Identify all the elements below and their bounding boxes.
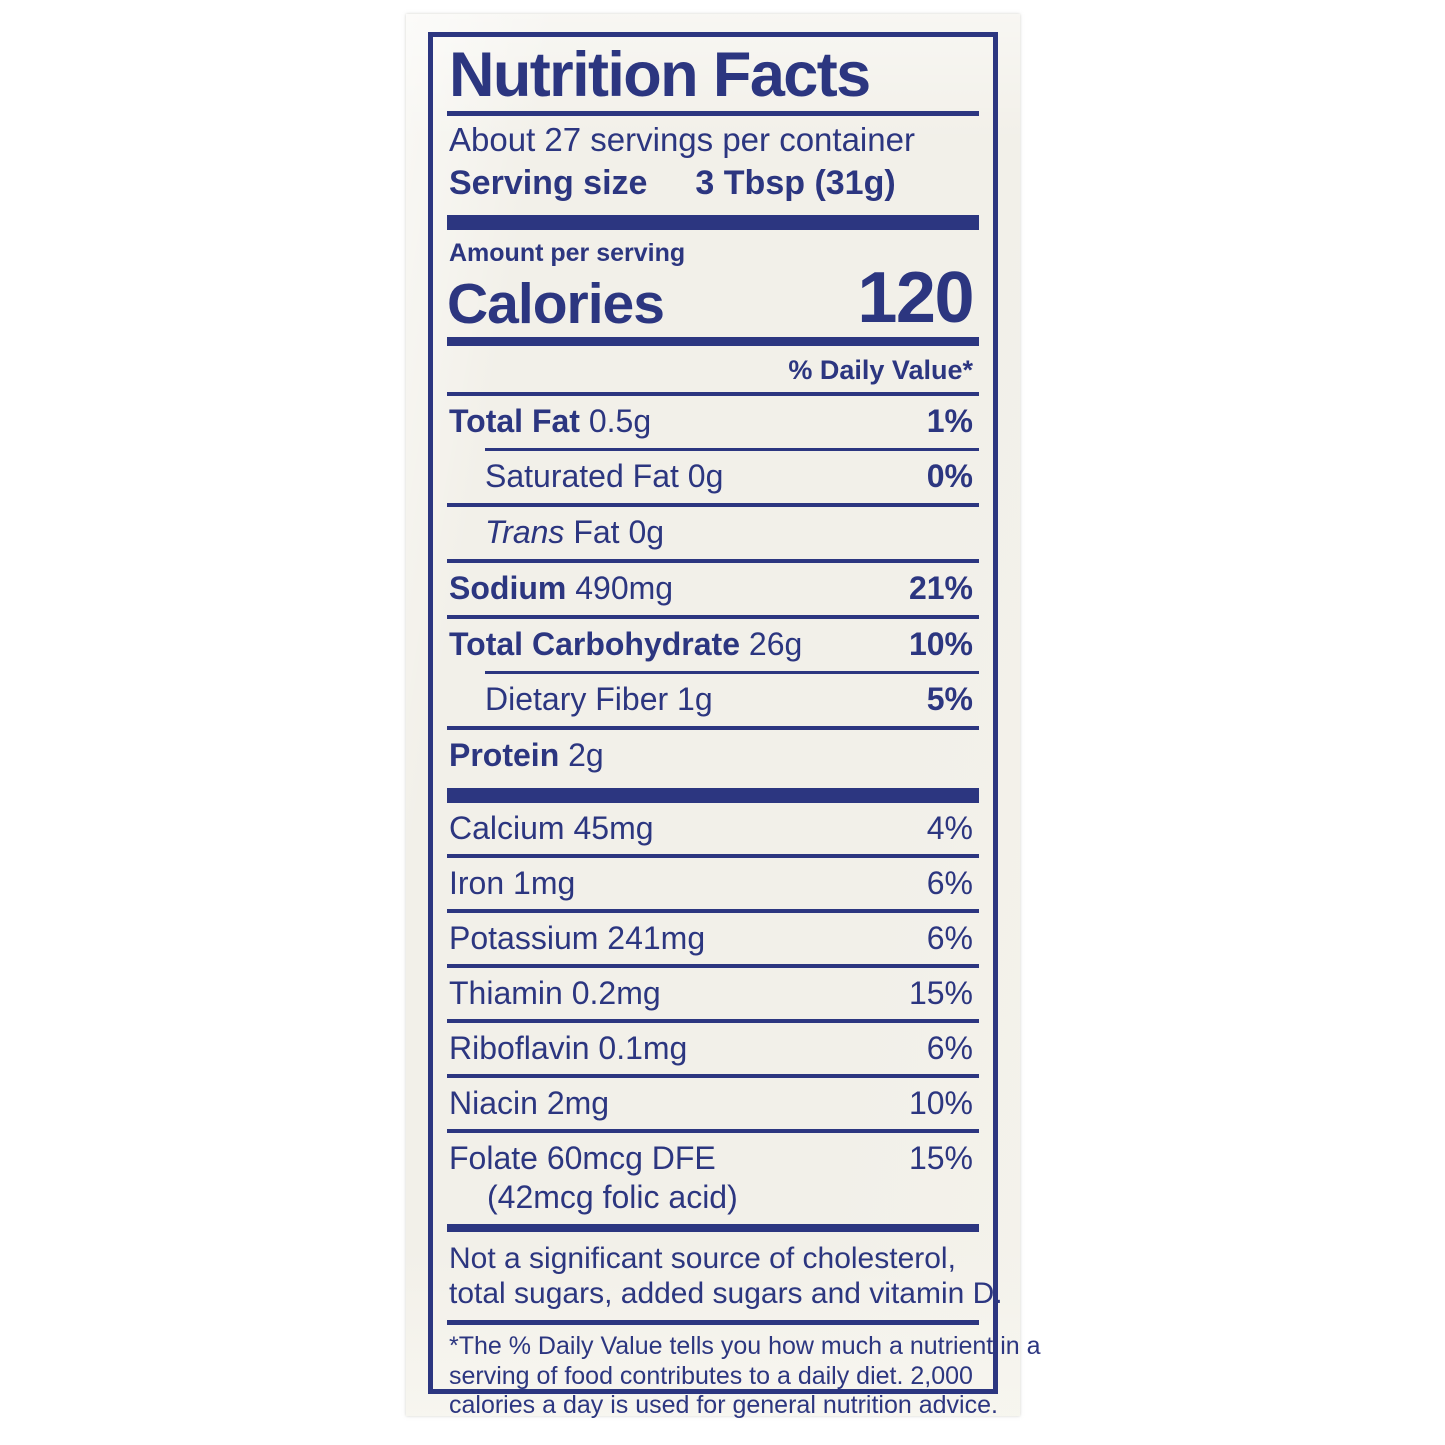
nutrient-name: Riboflavin 0.1mg <box>449 1029 688 1066</box>
footnote-line: calories a day is used for general nutri… <box>449 1391 998 1420</box>
nutrient-name: Thiamin 0.2mg <box>449 974 661 1011</box>
divider-row <box>447 908 979 913</box>
nutrient-dv: 15% <box>908 1139 973 1176</box>
table-row: Total Carbohydrate 26g 10% <box>447 619 979 671</box>
nutrient-dv: 6% <box>926 919 973 956</box>
divider-row <box>447 558 979 563</box>
nutrient-name: Total Carbohydrate 26g <box>449 625 803 662</box>
divider-row <box>447 614 979 619</box>
divider-under-title <box>447 110 979 116</box>
page-title: Nutrition Facts <box>449 40 871 110</box>
nutrient-dv: 1% <box>926 402 973 439</box>
nutrient-dv: 6% <box>926 1029 973 1066</box>
footnote-line: total sugars, added sugars and vitamin D… <box>449 1276 1003 1310</box>
divider-row <box>447 725 979 730</box>
nutrition-facts-panel: Nutrition Facts About 27 servings per co… <box>428 32 1041 1419</box>
table-row: Potassium 241mg 6% <box>447 913 979 964</box>
amount-per-serving-label: Amount per serving <box>449 238 686 267</box>
nutrient-name: Sodium 490mg <box>449 569 674 606</box>
calories-value: 120 <box>857 257 974 338</box>
footnote-daily-value: *The % Daily Value tells you how much a … <box>447 1325 1041 1425</box>
footnote-line: serving of food contributes to a daily d… <box>449 1361 973 1390</box>
nutrition-label-sticker: Nutrition Facts About 27 servings per co… <box>406 14 1041 1419</box>
nutrient-name: Folate 60mcg DFE <box>449 1139 716 1176</box>
divider-row <box>447 853 979 858</box>
nutrient-dv: 5% <box>926 680 973 717</box>
nutrient-name: Total Fat 0.5g <box>449 402 652 439</box>
divider-before-micronutrients <box>447 787 979 803</box>
calories-row: Calories 120 <box>447 257 979 338</box>
footnote-line: Not a significant source of cholesterol, <box>449 1241 956 1275</box>
table-row: Folate 60mcg DFE 15% <box>447 1133 979 1179</box>
divider-before-dv-footnote <box>447 1320 979 1326</box>
nutrient-name: Calcium 45mg <box>449 809 654 846</box>
divider-after-serving-size <box>447 214 979 230</box>
divider-row <box>485 447 979 451</box>
folate-subline: (42mcg folic acid) <box>487 1178 738 1215</box>
divider-row <box>447 963 979 968</box>
nutrient-name: Dietary Fiber 1g <box>485 680 713 717</box>
table-row: Trans Fat 0g <box>447 507 979 559</box>
nutrient-name: Iron 1mg <box>449 864 576 901</box>
nutrient-name: Saturated Fat 0g <box>485 457 724 494</box>
serving-size-row: Serving size 3 Tbsp (31g) <box>449 164 979 203</box>
divider-under-dv-header <box>447 391 979 396</box>
table-row: Riboflavin 0.1mg 6% <box>447 1023 979 1074</box>
table-row: Dietary Fiber 1g 5% <box>447 674 979 726</box>
table-row: Sodium 490mg 21% <box>447 563 979 615</box>
divider-before-footnote <box>447 1223 979 1232</box>
divider-after-calories <box>447 336 979 346</box>
nutrient-dv: 6% <box>926 864 973 901</box>
table-row: Iron 1mg 6% <box>447 858 979 909</box>
serving-size-value: 3 Tbsp (31g) <box>695 163 896 202</box>
table-row: Calcium 45mg 4% <box>447 803 979 854</box>
divider-row <box>485 670 979 674</box>
nutrient-dv: 0% <box>926 457 973 494</box>
divider-row <box>447 502 979 507</box>
calories-label: Calories <box>447 272 665 337</box>
nutrient-name: Potassium 241mg <box>449 919 706 956</box>
divider-row <box>447 1073 979 1078</box>
nutrient-dv: 15% <box>908 974 973 1011</box>
divider-row <box>447 1018 979 1023</box>
daily-value-header: % Daily Value* <box>788 354 973 385</box>
nutrient-dv: 10% <box>908 1084 973 1121</box>
table-row: Protein 2g <box>447 730 979 782</box>
nutrient-dv: 10% <box>908 625 973 662</box>
serving-size-label: Serving size <box>449 163 648 202</box>
nutrient-name: Trans Fat 0g <box>485 513 665 550</box>
nutrient-name: Protein 2g <box>449 736 604 773</box>
nutrient-dv: 4% <box>926 809 973 846</box>
footnote-line: *The % Daily Value tells you how much a … <box>449 1332 1041 1361</box>
nutrient-dv: 21% <box>908 569 973 606</box>
table-row: Total Fat 0.5g 1% <box>447 396 979 448</box>
table-row: Saturated Fat 0g 0% <box>447 451 979 503</box>
footnote-not-significant: Not a significant source of cholesterol,… <box>447 1232 1003 1321</box>
servings-per-container: About 27 servings per container <box>449 120 915 158</box>
table-row: Niacin 2mg 10% <box>447 1078 979 1129</box>
nutrient-name: Niacin 2mg <box>449 1084 610 1121</box>
table-row: Thiamin 0.2mg 15% <box>447 968 979 1019</box>
divider-row <box>447 1128 979 1133</box>
